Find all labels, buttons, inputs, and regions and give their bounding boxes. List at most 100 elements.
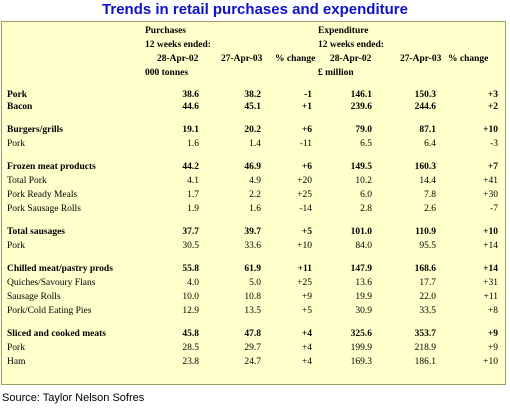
purchases-col2-header: 27-Apr-03 xyxy=(221,54,263,64)
expenditure-change-cell: +10 xyxy=(483,125,498,135)
data-table: Purchases 12 weeks ended: 28-Apr-02 27-A… xyxy=(1,21,506,385)
expenditure-2002-cell: 101.0 xyxy=(350,227,372,237)
expenditure-2002-cell: 2.8 xyxy=(360,204,372,214)
expenditure-2003-cell: 353.7 xyxy=(414,329,436,339)
row-label: Total sausages xyxy=(7,227,65,237)
purchases-change-cell: +1 xyxy=(301,102,312,112)
expenditure-change-cell: +7 xyxy=(487,162,498,172)
purchases-change-cell: +20 xyxy=(297,176,312,186)
expenditure-col2-header: 27-Apr-03 xyxy=(400,54,442,64)
expenditure-2002-cell: 6.5 xyxy=(360,139,372,149)
purchases-2002-cell: 12.9 xyxy=(182,306,199,316)
purchases-2002-cell: 38.6 xyxy=(182,90,199,100)
expenditure-change-cell: +30 xyxy=(483,190,498,200)
expenditure-2003-cell: 33.5 xyxy=(419,306,436,316)
purchases-heading: Purchases xyxy=(145,26,186,36)
expenditure-change-cell: +8 xyxy=(487,306,498,316)
purchases-change-cell: +10 xyxy=(297,241,312,251)
purchases-change-cell: -1 xyxy=(304,90,312,100)
purchases-2002-cell: 44.2 xyxy=(182,162,199,172)
row-label: Quiches/Savoury Flans xyxy=(7,278,96,288)
expenditure-col1-header: 28-Apr-02 xyxy=(330,54,372,64)
purchases-2002-cell: 4.1 xyxy=(187,176,199,186)
expenditure-2003-cell: 87.1 xyxy=(419,125,436,135)
purchases-2002-cell: 44.6 xyxy=(182,102,199,112)
purchases-2003-cell: 5.0 xyxy=(249,278,261,288)
expenditure-2003-cell: 95.5 xyxy=(419,241,436,251)
expenditure-change-cell: -7 xyxy=(490,204,498,214)
purchases-2003-cell: 46.9 xyxy=(244,162,261,172)
purchases-change-cell: +9 xyxy=(301,292,312,302)
purchases-change-cell: -14 xyxy=(299,204,312,214)
purchases-2003-cell: 4.9 xyxy=(249,176,261,186)
purchases-2002-cell: 1.9 xyxy=(187,204,199,214)
purchases-change-header: % change xyxy=(275,54,316,64)
purchases-2003-cell: 13.5 xyxy=(244,306,261,316)
purchases-col1-header: 28-Apr-02 xyxy=(157,54,199,64)
expenditure-2003-cell: 22.0 xyxy=(419,292,436,302)
purchases-2003-cell: 45.1 xyxy=(244,102,261,112)
expenditure-2002-cell: 147.9 xyxy=(350,264,372,274)
expenditure-2002-cell: 325.6 xyxy=(350,329,372,339)
expenditure-2003-cell: 150.3 xyxy=(414,90,436,100)
row-label: Pork/Cold Eating Pies xyxy=(7,306,92,316)
expenditure-2003-cell: 2.6 xyxy=(424,204,436,214)
purchases-change-cell: +25 xyxy=(297,190,312,200)
purchases-change-cell: +5 xyxy=(301,306,312,316)
row-label: Pork xyxy=(7,241,25,251)
purchases-2002-cell: 30.5 xyxy=(182,241,199,251)
purchases-2003-cell: 33.6 xyxy=(244,241,261,251)
purchases-change-cell: +5 xyxy=(301,227,312,237)
purchases-2003-cell: 61.9 xyxy=(244,264,261,274)
expenditure-2002-cell: 10.2 xyxy=(355,176,372,186)
purchases-2002-cell: 1.7 xyxy=(187,190,199,200)
row-label: Ham xyxy=(7,357,26,367)
purchases-change-cell: -11 xyxy=(299,139,312,149)
purchases-change-cell: +25 xyxy=(297,278,312,288)
expenditure-2002-cell: 149.5 xyxy=(350,162,372,172)
row-label: Frozen meat products xyxy=(7,162,96,172)
expenditure-change-cell: +2 xyxy=(487,102,498,112)
purchases-2003-cell: 47.8 xyxy=(244,329,261,339)
expenditure-2003-cell: 160.3 xyxy=(414,162,436,172)
expenditure-change-cell: +3 xyxy=(487,90,498,100)
purchases-2002-cell: 10.0 xyxy=(182,292,199,302)
expenditure-change-cell: -3 xyxy=(490,139,498,149)
expenditure-2002-cell: 199.9 xyxy=(350,343,372,353)
expenditure-2002-cell: 19.9 xyxy=(355,292,372,302)
purchases-2002-cell: 4.0 xyxy=(187,278,199,288)
expenditure-change-cell: +10 xyxy=(483,357,498,367)
purchases-change-cell: +4 xyxy=(301,357,312,367)
row-label: Total Pork xyxy=(7,176,47,186)
expenditure-change-cell: +10 xyxy=(483,227,498,237)
row-label: Sliced and cooked meats xyxy=(7,329,106,339)
purchases-2003-cell: 24.7 xyxy=(244,357,261,367)
purchases-2002-cell: 1.6 xyxy=(187,139,199,149)
purchases-change-cell: +6 xyxy=(301,125,312,135)
purchases-2002-cell: 19.1 xyxy=(182,125,199,135)
purchases-change-cell: +4 xyxy=(301,329,312,339)
expenditure-change-cell: +41 xyxy=(483,176,498,186)
purchases-2003-cell: 29.7 xyxy=(244,343,261,353)
row-label: Pork xyxy=(7,139,25,149)
expenditure-change-cell: +9 xyxy=(487,343,498,353)
purchases-2003-cell: 10.8 xyxy=(244,292,261,302)
purchases-2003-cell: 39.7 xyxy=(244,227,261,237)
expenditure-2003-cell: 168.6 xyxy=(414,264,436,274)
expenditure-period-label: 12 weeks ended: xyxy=(318,40,384,50)
expenditure-2003-cell: 7.8 xyxy=(424,190,436,200)
expenditure-2003-cell: 186.1 xyxy=(414,357,436,367)
purchases-2003-cell: 1.6 xyxy=(249,204,261,214)
purchases-2003-cell: 20.2 xyxy=(244,125,261,135)
expenditure-2002-cell: 84.0 xyxy=(355,241,372,251)
expenditure-heading: Expenditure xyxy=(318,26,369,36)
row-label: Chilled meat/pastry prods xyxy=(7,264,113,274)
expenditure-2002-cell: 146.1 xyxy=(350,90,372,100)
expenditure-2002-cell: 239.6 xyxy=(350,102,372,112)
row-label: Pork xyxy=(7,343,25,353)
row-label: Burgers/grills xyxy=(7,125,63,135)
purchases-2002-cell: 28.5 xyxy=(182,343,199,353)
expenditure-2003-cell: 244.6 xyxy=(414,102,436,112)
expenditure-2003-cell: 218.9 xyxy=(414,343,436,353)
page-title: Trends in retail purchases and expenditu… xyxy=(102,1,408,18)
